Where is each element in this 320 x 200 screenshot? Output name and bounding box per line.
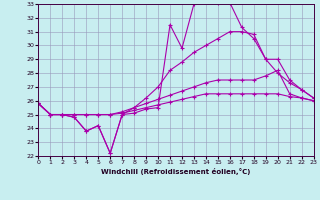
X-axis label: Windchill (Refroidissement éolien,°C): Windchill (Refroidissement éolien,°C): [101, 168, 251, 175]
